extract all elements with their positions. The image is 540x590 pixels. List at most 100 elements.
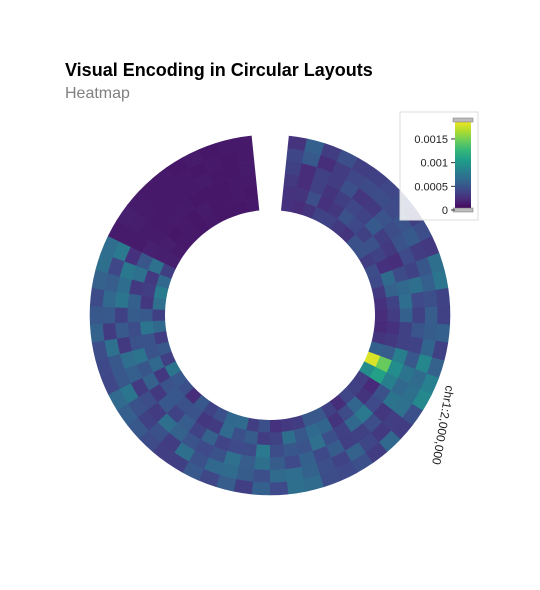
heatmap-cell[interactable] bbox=[91, 340, 108, 361]
heatmap-cell[interactable] bbox=[223, 411, 239, 428]
heatmap-cell[interactable] bbox=[168, 422, 189, 443]
heatmap-cell[interactable] bbox=[295, 439, 313, 455]
heatmap-cell[interactable] bbox=[152, 320, 167, 334]
heatmap-cell[interactable] bbox=[395, 334, 412, 352]
heatmap-cell[interactable] bbox=[198, 468, 220, 488]
heatmap-cell[interactable] bbox=[219, 150, 239, 168]
heatmap-cell[interactable] bbox=[127, 190, 149, 213]
heatmap-cell[interactable] bbox=[147, 355, 165, 373]
heatmap-cell[interactable] bbox=[155, 274, 172, 289]
heatmap-cell[interactable] bbox=[138, 219, 158, 240]
heatmap-cell[interactable] bbox=[392, 265, 409, 283]
heatmap-cell[interactable] bbox=[116, 403, 138, 426]
heatmap-cell[interactable] bbox=[148, 421, 170, 443]
heatmap-cell[interactable] bbox=[95, 356, 114, 378]
heatmap-cell[interactable] bbox=[218, 422, 235, 440]
heatmap-cell[interactable] bbox=[233, 478, 254, 495]
heatmap-cell[interactable] bbox=[383, 332, 399, 349]
heatmap-cell[interactable] bbox=[104, 338, 121, 358]
heatmap-cell[interactable] bbox=[369, 246, 388, 264]
heatmap-cell[interactable] bbox=[345, 168, 367, 189]
heatmap-cell[interactable] bbox=[420, 235, 440, 258]
heatmap-cell[interactable] bbox=[180, 179, 201, 199]
heatmap-cell[interactable] bbox=[119, 383, 139, 404]
heatmap-cell[interactable] bbox=[246, 417, 260, 433]
heatmap-cell[interactable] bbox=[280, 417, 294, 433]
heatmap-cell[interactable] bbox=[344, 442, 366, 462]
heatmap-cell[interactable] bbox=[321, 212, 338, 230]
heatmap-cell[interactable] bbox=[374, 309, 388, 322]
heatmap-cell[interactable] bbox=[213, 434, 232, 452]
heatmap-cell[interactable] bbox=[366, 167, 389, 189]
heatmap-cell[interactable] bbox=[412, 219, 433, 242]
heatmap-cell[interactable] bbox=[301, 150, 322, 168]
heatmap-cell[interactable] bbox=[206, 195, 224, 213]
heatmap-cell[interactable] bbox=[168, 187, 189, 208]
heatmap-cell[interactable] bbox=[107, 256, 125, 277]
heatmap-cell[interactable] bbox=[392, 212, 413, 234]
heatmap-cell[interactable] bbox=[148, 383, 168, 403]
heatmap-cell[interactable] bbox=[419, 338, 436, 358]
heatmap-cell[interactable] bbox=[208, 445, 228, 464]
heatmap-cell[interactable] bbox=[223, 202, 239, 219]
heatmap-cell[interactable] bbox=[166, 157, 189, 178]
heatmap-cell[interactable] bbox=[124, 364, 143, 384]
heatmap-cell[interactable] bbox=[298, 450, 317, 468]
heatmap-cell[interactable] bbox=[403, 261, 421, 280]
heatmap-cell[interactable] bbox=[127, 307, 141, 323]
heatmap-cell[interactable] bbox=[160, 432, 182, 453]
heatmap-cell[interactable] bbox=[333, 190, 353, 209]
heatmap-cell[interactable] bbox=[114, 322, 130, 339]
heatmap-cell[interactable] bbox=[139, 295, 154, 310]
heatmap-cell[interactable] bbox=[230, 187, 247, 203]
heatmap-cell[interactable] bbox=[290, 415, 306, 431]
heatmap-cell[interactable] bbox=[127, 293, 142, 309]
heatmap-cell[interactable] bbox=[147, 402, 167, 423]
heatmap-cell[interactable] bbox=[335, 461, 358, 481]
heatmap-cell[interactable] bbox=[234, 415, 249, 431]
heatmap-cell[interactable] bbox=[130, 232, 150, 253]
heatmap-cell[interactable] bbox=[116, 275, 133, 294]
heatmap-cell[interactable] bbox=[423, 289, 438, 308]
heatmap-cell[interactable] bbox=[311, 406, 328, 424]
heatmap-cell[interactable] bbox=[269, 444, 285, 458]
heatmap-cell[interactable] bbox=[138, 390, 158, 411]
heatmap-cell[interactable] bbox=[164, 361, 181, 378]
heatmap-cell[interactable] bbox=[372, 402, 393, 423]
heatmap-cell[interactable] bbox=[330, 450, 352, 470]
heatmap-cell[interactable] bbox=[415, 354, 433, 374]
heatmap-cell[interactable] bbox=[358, 432, 380, 454]
heatmap-cell[interactable] bbox=[283, 172, 300, 188]
heatmap-cell[interactable] bbox=[375, 257, 393, 275]
heatmap-cell[interactable] bbox=[358, 177, 380, 198]
heatmap-cell[interactable] bbox=[424, 306, 438, 325]
heatmap-cell[interactable] bbox=[188, 190, 207, 209]
heatmap-cell[interactable] bbox=[312, 445, 332, 464]
heatmap-cell[interactable] bbox=[338, 432, 359, 452]
heatmap-cell[interactable] bbox=[152, 308, 166, 322]
heatmap-cell[interactable] bbox=[410, 322, 426, 340]
heatmap-cell[interactable] bbox=[213, 178, 232, 196]
heatmap-cell[interactable] bbox=[143, 269, 160, 286]
heatmap-cell[interactable] bbox=[128, 334, 145, 351]
heatmap-cell[interactable] bbox=[392, 397, 413, 419]
heatmap-cell[interactable] bbox=[89, 323, 105, 343]
heatmap-cell[interactable] bbox=[235, 466, 255, 482]
heatmap-cell[interactable] bbox=[152, 441, 175, 464]
heatmap-cell[interactable] bbox=[182, 461, 205, 481]
heatmap-cell[interactable] bbox=[257, 419, 270, 433]
heatmap-cell[interactable] bbox=[245, 197, 260, 213]
heatmap-cell[interactable] bbox=[354, 404, 374, 424]
heatmap-cell[interactable] bbox=[148, 227, 168, 247]
heatmap-cell[interactable] bbox=[91, 269, 108, 290]
heatmap-cell[interactable] bbox=[139, 430, 161, 452]
heatmap-cell[interactable] bbox=[152, 167, 175, 189]
heatmap-cell[interactable] bbox=[339, 179, 360, 199]
heatmap-cell[interactable] bbox=[316, 417, 334, 435]
heatmap-cell[interactable] bbox=[380, 270, 397, 287]
heatmap-cell[interactable] bbox=[332, 421, 352, 441]
heatmap-cell[interactable] bbox=[313, 166, 333, 185]
heatmap-cell[interactable] bbox=[127, 212, 148, 234]
heatmap-cell[interactable] bbox=[215, 138, 237, 156]
heatmap-cell[interactable] bbox=[296, 175, 314, 192]
